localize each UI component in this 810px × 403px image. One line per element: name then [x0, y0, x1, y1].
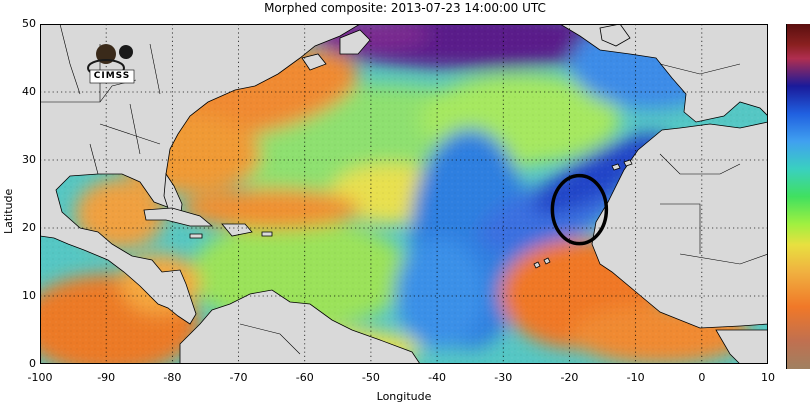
- x-tick-label: 10: [761, 371, 775, 384]
- annotation-ellipse: [550, 173, 609, 246]
- x-tick-label: -60: [295, 371, 314, 384]
- x-axis-label: Longitude: [376, 390, 432, 403]
- x-tick-label: -10: [626, 371, 645, 384]
- x-tick-label: -30: [494, 371, 513, 384]
- y-tick-label: 30: [22, 153, 36, 166]
- y-tick-label: 10: [22, 289, 36, 302]
- y-axis-label: Latitude: [2, 188, 15, 234]
- y-tick-label: 50: [22, 17, 36, 30]
- map-title: Morphed composite: 2013-07-23 14:00:00 U…: [264, 1, 546, 15]
- y-tick-label: 20: [22, 221, 36, 234]
- x-tick-label: -100: [27, 371, 53, 384]
- logo-text: CIMSS: [93, 71, 131, 81]
- x-tick-label: 0: [698, 371, 706, 384]
- x-tick-label: -40: [428, 371, 447, 384]
- x-tick-label: -80: [163, 371, 182, 384]
- cimss-logo: CIMSS: [86, 42, 138, 86]
- y-tick-label: 40: [22, 85, 36, 98]
- precipitable-water-map: CIMSS: [40, 24, 768, 364]
- y-tick-label: 0: [29, 357, 36, 370]
- x-tick-label: -70: [229, 371, 248, 384]
- x-tick-label: -20: [560, 371, 579, 384]
- x-tick-label: -90: [97, 371, 116, 384]
- colorbar: [786, 24, 810, 369]
- x-tick-label: -50: [361, 371, 380, 384]
